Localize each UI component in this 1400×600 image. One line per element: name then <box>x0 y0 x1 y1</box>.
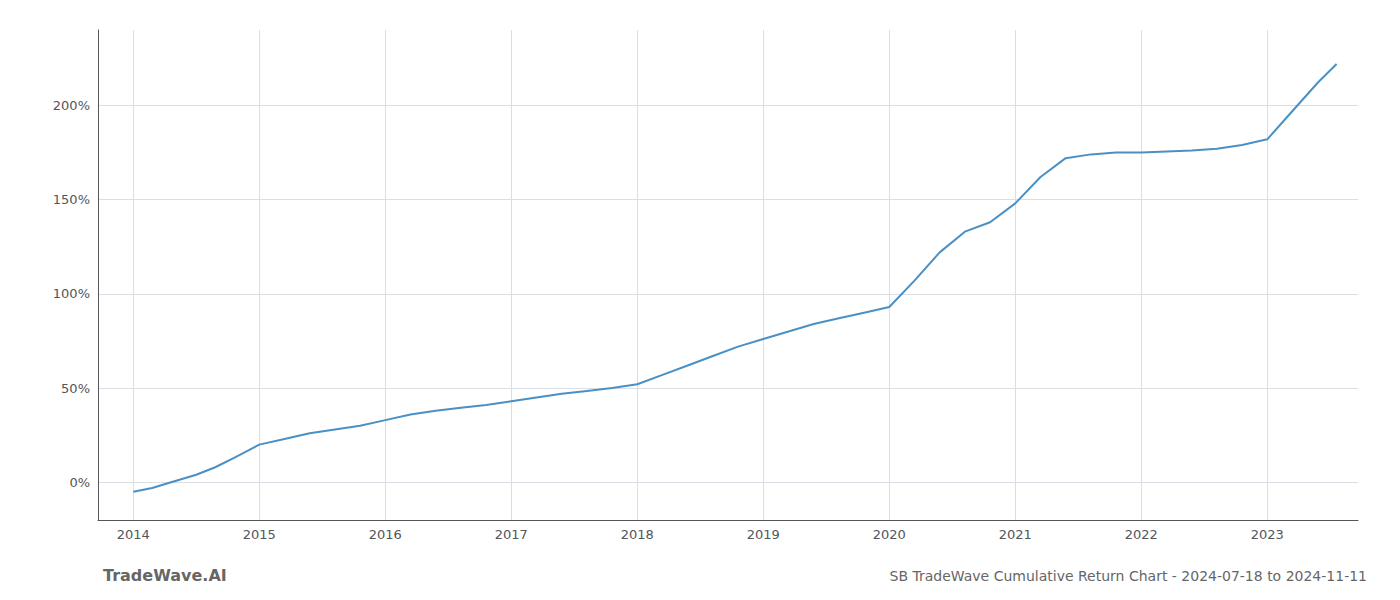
svg-text:2022: 2022 <box>1125 527 1158 542</box>
svg-text:2015: 2015 <box>243 527 276 542</box>
svg-text:2017: 2017 <box>495 527 528 542</box>
svg-text:200%: 200% <box>53 98 90 113</box>
svg-text:0%: 0% <box>69 475 90 490</box>
svg-text:150%: 150% <box>53 192 90 207</box>
svg-text:SB TradeWave Cumulative Return: SB TradeWave Cumulative Return Chart - 2… <box>889 568 1367 584</box>
svg-text:2023: 2023 <box>1251 527 1284 542</box>
svg-text:2018: 2018 <box>621 527 654 542</box>
svg-text:2021: 2021 <box>999 527 1032 542</box>
svg-text:2016: 2016 <box>369 527 402 542</box>
svg-text:2019: 2019 <box>747 527 780 542</box>
svg-text:50%: 50% <box>61 381 90 396</box>
svg-text:TradeWave.AI: TradeWave.AI <box>103 566 227 585</box>
svg-text:2014: 2014 <box>117 527 150 542</box>
svg-text:2020: 2020 <box>873 527 906 542</box>
svg-text:100%: 100% <box>53 286 90 301</box>
